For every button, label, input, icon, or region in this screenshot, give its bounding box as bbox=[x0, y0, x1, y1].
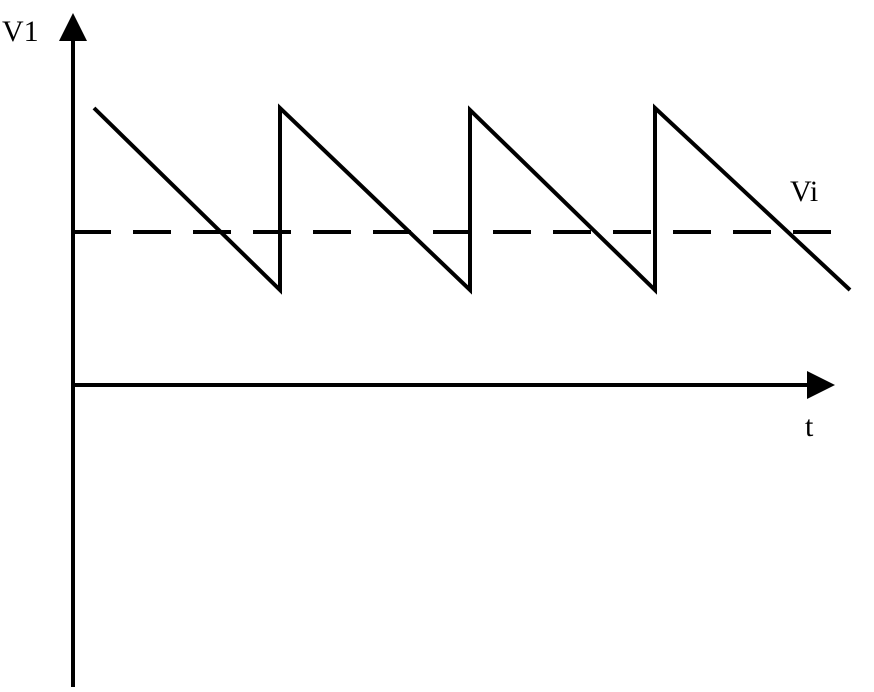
x-axis-label: t bbox=[805, 410, 813, 444]
vi-label: Vi bbox=[790, 175, 818, 209]
sawtooth-waveform bbox=[94, 108, 850, 290]
x-axis bbox=[73, 371, 835, 399]
y-axis-label: V1 bbox=[2, 15, 39, 49]
y-axis bbox=[59, 13, 87, 687]
waveform-diagram bbox=[0, 0, 874, 692]
